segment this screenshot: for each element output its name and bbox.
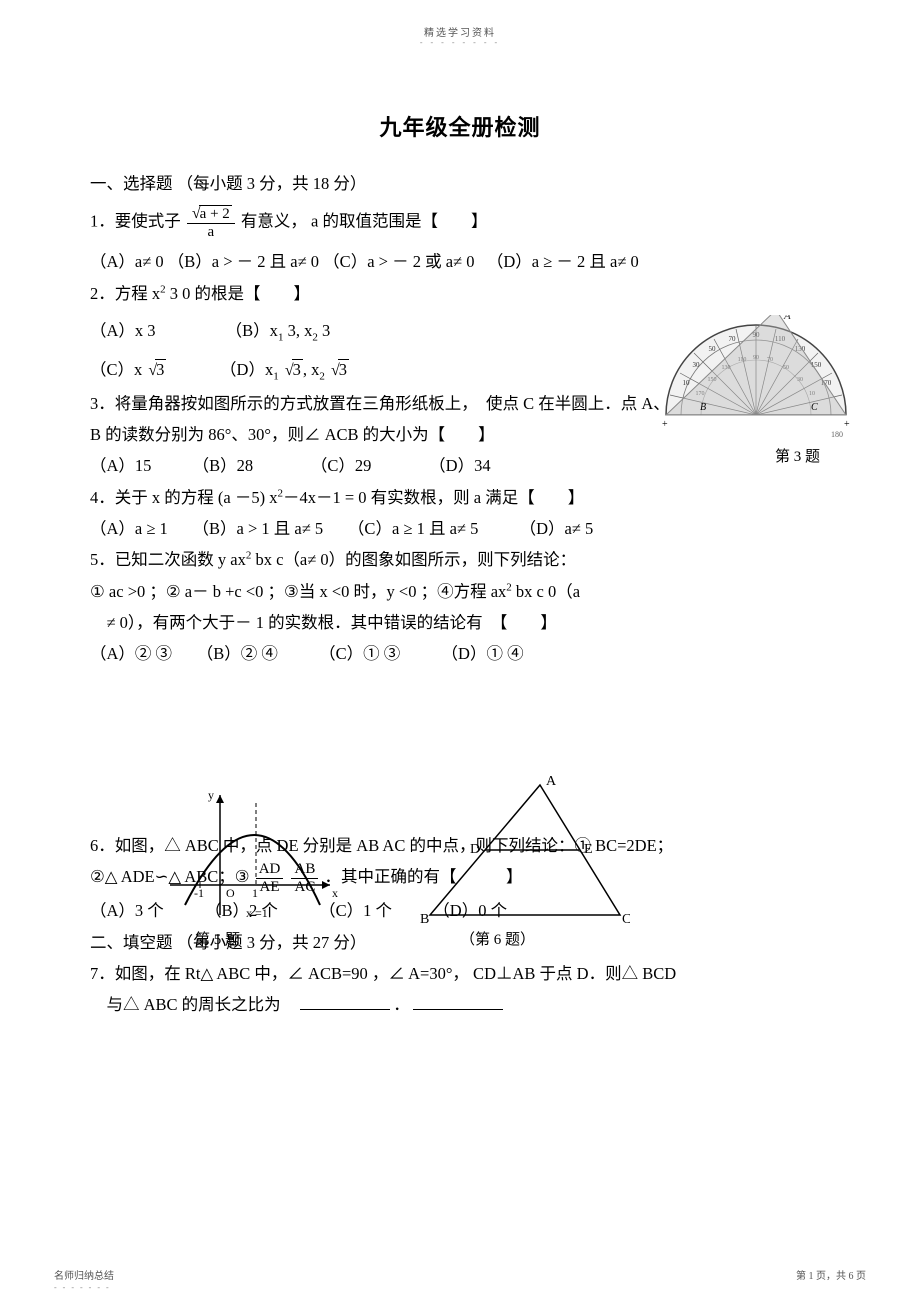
svg-text:+: + <box>662 419 668 430</box>
q5-l3: ≠ 0），有两个大于－ 1 的实数根．其中错误的结论有 【 】 <box>90 607 830 638</box>
q3-caption: 第 3 题 <box>775 445 820 466</box>
q1-options: （A）a≠ 0 （B）a > － 2 且 a≠ 0 （C）a > － 2 或 a… <box>90 246 830 277</box>
q3-figure: 103050 7090110 130150170 170150130 11090… <box>656 315 856 445</box>
page-title: 九年级全册检测 <box>90 110 830 142</box>
svg-text:C: C <box>622 912 630 925</box>
sqrt-icon: a + 2 <box>190 205 232 223</box>
svg-text:+: + <box>844 419 850 430</box>
q2-optB: （B）x <box>226 321 278 340</box>
q7-post: ． <box>393 995 410 1014</box>
q3-opts: （A）15 （B）28 （C）29 （D）34 <box>90 450 830 481</box>
svg-text:10: 10 <box>683 379 691 387</box>
q5-l2a: ① ac >0 ；② a－ b +c <0 ；③当 x <0 时，y <0 ；④… <box>90 582 506 601</box>
q7-pre: 与△ ABC 的周长之比为 <box>90 995 297 1014</box>
header-label: 精选学习资料 <box>0 24 920 39</box>
svg-text:A: A <box>783 315 791 322</box>
q2-optC: （C）x <box>90 360 146 379</box>
svg-text:1: 1 <box>252 886 258 900</box>
q7-l1: 7．如图，在 Rt△ ABC 中，∠ ACB=90 ，∠ A=30°， CD⊥A… <box>90 958 830 989</box>
svg-text:B: B <box>420 912 429 925</box>
svg-text:-1: -1 <box>194 886 204 900</box>
q2-pre: 2．方程 x <box>90 284 160 303</box>
svg-text:C: C <box>811 402 818 413</box>
svg-text:y: y <box>208 788 214 802</box>
q5-figure: x y O -1 1 x =1 <box>160 785 340 925</box>
txt: 3 <box>318 321 330 340</box>
q1-post: 有意义， a 的取值范围是【 】 <box>241 212 488 231</box>
q2-stem: 2．方程 x2 3 0 的根是【 】 <box>90 278 830 309</box>
footer-right: 第 1 页，共 6 页 <box>796 1267 866 1282</box>
q2-optD: （D）x <box>220 360 273 379</box>
svg-text:30: 30 <box>693 361 701 369</box>
sqrt-icon: 3 <box>329 354 349 386</box>
q7-l2: 与△ ABC 的周长之比为 ． <box>90 989 830 1020</box>
svg-text:50: 50 <box>709 345 717 353</box>
svg-text:x =1: x =1 <box>246 906 268 920</box>
fill-blank <box>300 994 390 1011</box>
q2-mid: 3 0 的根是【 】 <box>166 284 310 303</box>
q6-caption: （第 6 题） <box>460 928 535 949</box>
q5-pre: 5．已知二次函数 y ax <box>90 550 246 569</box>
q5-mid: bx c（a≠ 0）的图象如图所示，则下列结论： <box>251 550 576 569</box>
q5-caption: 第 5 题 <box>195 928 240 949</box>
svg-text:O: O <box>226 886 235 900</box>
svg-text:70: 70 <box>729 335 737 343</box>
q1-pre: 1．要使式子 <box>90 212 185 231</box>
q6-figure: A B C D E <box>420 775 630 925</box>
q1-fraction: a + 2 a <box>187 205 235 240</box>
footer-dots: - - - - - - - <box>54 1283 111 1292</box>
txt: 3, x <box>283 321 312 340</box>
fill-blank <box>413 994 503 1011</box>
q4-pre: 4．关于 x 的方程 (a －5) x <box>90 488 277 507</box>
txt: , x <box>303 360 320 379</box>
svg-text:180: 180 <box>831 430 843 439</box>
q5-l2b: bx c 0（a <box>512 582 580 601</box>
q1-stem: 1．要使式子 a + 2 a 有意义， a 的取值范围是【 】 <box>90 205 830 240</box>
q5-l1: 5．已知二次函数 y ax2 bx c（a≠ 0）的图象如图所示，则下列结论： <box>90 544 830 575</box>
q4-post: －4x－1 = 0 有实数根，则 a 满足【 】 <box>283 488 584 507</box>
section-1-heading: 一、选择题 （每小题 3 分，共 18 分） <box>90 168 830 199</box>
header-dots: - - - - - - - - <box>0 38 920 47</box>
svg-text:D: D <box>470 842 480 857</box>
sqrt-icon: 3 <box>283 354 303 386</box>
svg-text:E: E <box>584 842 593 857</box>
q5-l2: ① ac >0 ；② a－ b +c <0 ；③当 x <0 时，y <0 ；④… <box>90 576 830 607</box>
q4-opts: （A）a ≥ 1 （B）a > 1 且 a≠ 5 （C）a ≥ 1 且 a≠ 5… <box>90 513 830 544</box>
footer-left: 名师归纳总结 <box>54 1267 114 1282</box>
svg-text:x: x <box>332 886 338 900</box>
q2-optA: （A）x 3 <box>90 321 156 340</box>
sqrt-icon: 3 <box>146 354 166 386</box>
sub: 1 <box>273 371 279 383</box>
q4-stem: 4．关于 x 的方程 (a －5) x2－4x－1 = 0 有实数根，则 a 满… <box>90 482 830 513</box>
q5-opts: （A）② ③ （B）② ④ （C）① ③ （D）① ④ <box>90 638 830 669</box>
svg-text:A: A <box>546 775 557 789</box>
svg-text:B: B <box>700 402 706 413</box>
